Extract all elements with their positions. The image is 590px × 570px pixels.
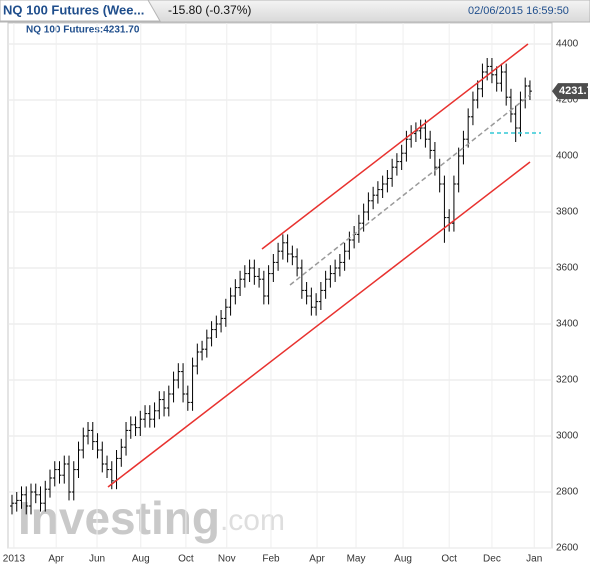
x-tick-label: Apr (48, 554, 64, 565)
y-tick-label: 3400 (556, 319, 579, 330)
y-tick-label: 3000 (556, 431, 579, 442)
channel-lower (107, 161, 531, 488)
y-tick-label: 2600 (556, 543, 579, 554)
x-tick-label: Oct (178, 554, 194, 565)
trend-line (289, 94, 531, 286)
x-tick-label: Jun (89, 554, 105, 565)
y-tick-label: 3600 (556, 263, 579, 274)
x-tick-label: May (347, 554, 366, 565)
y-tick-label: 3800 (556, 207, 579, 218)
x-tick-label: Feb (262, 554, 280, 565)
header-change: -15.80 (-0.37%) (168, 3, 251, 17)
channel-upper (261, 43, 529, 250)
x-tick-label: Dec (483, 554, 501, 565)
y-tick-label: 3200 (556, 375, 579, 386)
legend: NQ 100 Futures:4231.70 (26, 25, 140, 36)
x-tick-label: 2013 (3, 554, 26, 565)
x-tick-label: Apr (309, 554, 325, 565)
last-price-box (552, 83, 588, 100)
header-datetime: 02/06/2015 16:59:50 (468, 5, 569, 17)
last-price-label: 4231.7 (559, 85, 590, 97)
y-tick-label: 2800 (556, 487, 579, 498)
y-tick-label: 4000 (556, 151, 579, 162)
y-tick-label: 4400 (556, 39, 579, 50)
x-tick-label: Oct (441, 554, 457, 565)
x-tick-label: Aug (394, 554, 412, 565)
header-title: NQ 100 Futures (Wee... (3, 2, 144, 17)
x-tick-label: Aug (132, 554, 150, 565)
y-tick-label: 4200 (556, 95, 579, 106)
x-tick-label: Nov (218, 554, 236, 565)
x-tick-label: Jan (526, 554, 542, 565)
header-tab (0, 0, 161, 22)
